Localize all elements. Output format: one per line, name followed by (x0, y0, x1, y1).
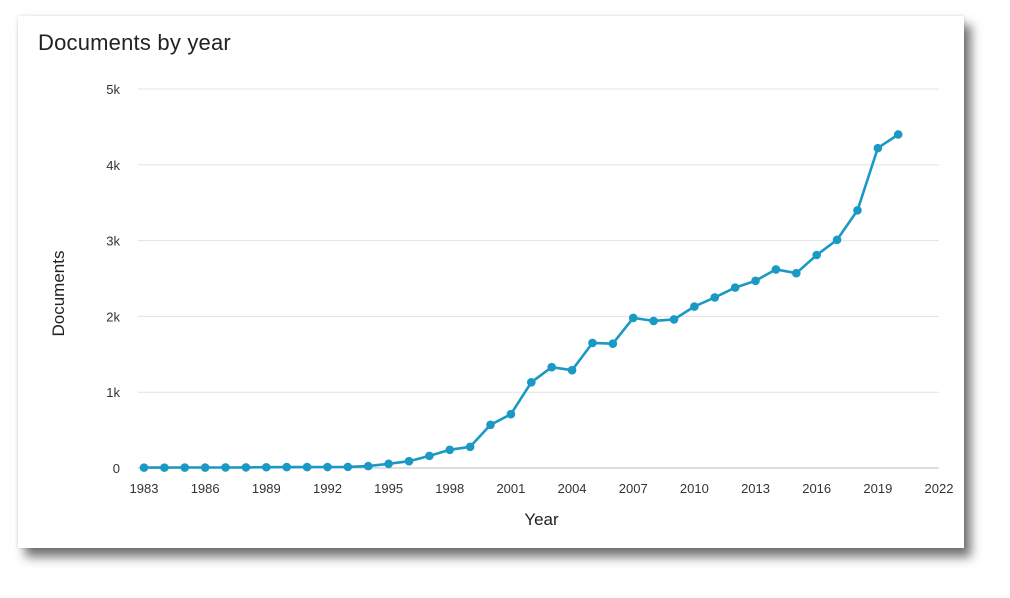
data-point (567, 365, 577, 375)
x-tick-label: 1983 (130, 481, 159, 496)
chart-card: Documents by year 0 1k 2k 3k 4k 5k 1983 1986 19… (18, 16, 964, 548)
data-point (241, 463, 251, 472)
data-point (404, 456, 414, 466)
series-points (139, 130, 903, 472)
x-tick-label: 2013 (741, 481, 770, 496)
x-tick-label: 2019 (863, 481, 892, 496)
data-point (506, 409, 516, 419)
series-line-path (142, 133, 900, 469)
data-point (832, 235, 842, 245)
chart-title: Documents by year (38, 30, 231, 55)
data-point (465, 442, 475, 452)
x-tick-label: 1992 (313, 481, 342, 496)
y-tick-label: 2k (106, 309, 120, 324)
data-point (425, 451, 434, 461)
data-point (262, 462, 271, 472)
data-point (445, 445, 455, 455)
data-point (730, 283, 740, 292)
data-point (486, 420, 495, 430)
data-point (180, 463, 190, 472)
x-tick-label: 2022 (925, 481, 954, 496)
gridlines (138, 88, 939, 469)
data-point (282, 462, 291, 472)
data-point (792, 268, 801, 278)
series-line (142, 133, 900, 469)
line-chart: 0 1k 2k 3k 4k 5k 1983 1986 1989 1992 1995 1998 2001… (49, 82, 954, 529)
data-point (751, 276, 760, 286)
x-tick-label: 1986 (191, 481, 220, 496)
x-tick-label: 1989 (252, 481, 281, 496)
y-tick-label: 3k (106, 234, 120, 249)
data-point (710, 293, 720, 302)
data-point (384, 459, 393, 469)
data-point (588, 338, 597, 348)
data-point (812, 250, 821, 260)
data-point (363, 461, 373, 471)
x-tick-label: 2010 (680, 481, 709, 496)
data-point (200, 463, 210, 472)
data-point (873, 143, 883, 153)
x-tick-label: 1995 (374, 481, 403, 496)
data-point (302, 462, 312, 472)
data-point (628, 313, 638, 323)
x-tick-label: 2016 (802, 481, 831, 496)
x-axis-label: Year (524, 510, 559, 529)
data-point (547, 362, 556, 372)
data-point (608, 339, 618, 348)
y-tick-label: 1k (106, 385, 120, 400)
x-tick-labels: 1983 1986 1989 1992 1995 1998 2001 2004 2007 2010… (130, 481, 954, 496)
data-point (323, 462, 332, 472)
data-point (690, 302, 699, 311)
x-tick-label: 2001 (496, 481, 525, 496)
data-point (893, 130, 903, 139)
data-point (853, 205, 862, 215)
data-point (669, 315, 679, 324)
y-tick-label: 4k (106, 158, 120, 173)
x-tick-label: 2007 (619, 481, 648, 496)
data-point (139, 463, 149, 472)
data-point (771, 265, 781, 274)
y-tick-label: 0 (113, 461, 120, 476)
y-tick-labels: 0 1k 2k 3k 4k 5k (106, 82, 120, 476)
y-tick-label: 5k (106, 82, 120, 97)
data-point (649, 316, 658, 326)
x-tick-label: 2004 (558, 481, 587, 496)
data-point (221, 463, 230, 472)
x-tick-label: 1998 (435, 481, 464, 496)
y-axis-label: Documents (49, 251, 68, 337)
data-point (160, 463, 169, 472)
data-point (527, 378, 536, 387)
data-point (343, 462, 353, 472)
